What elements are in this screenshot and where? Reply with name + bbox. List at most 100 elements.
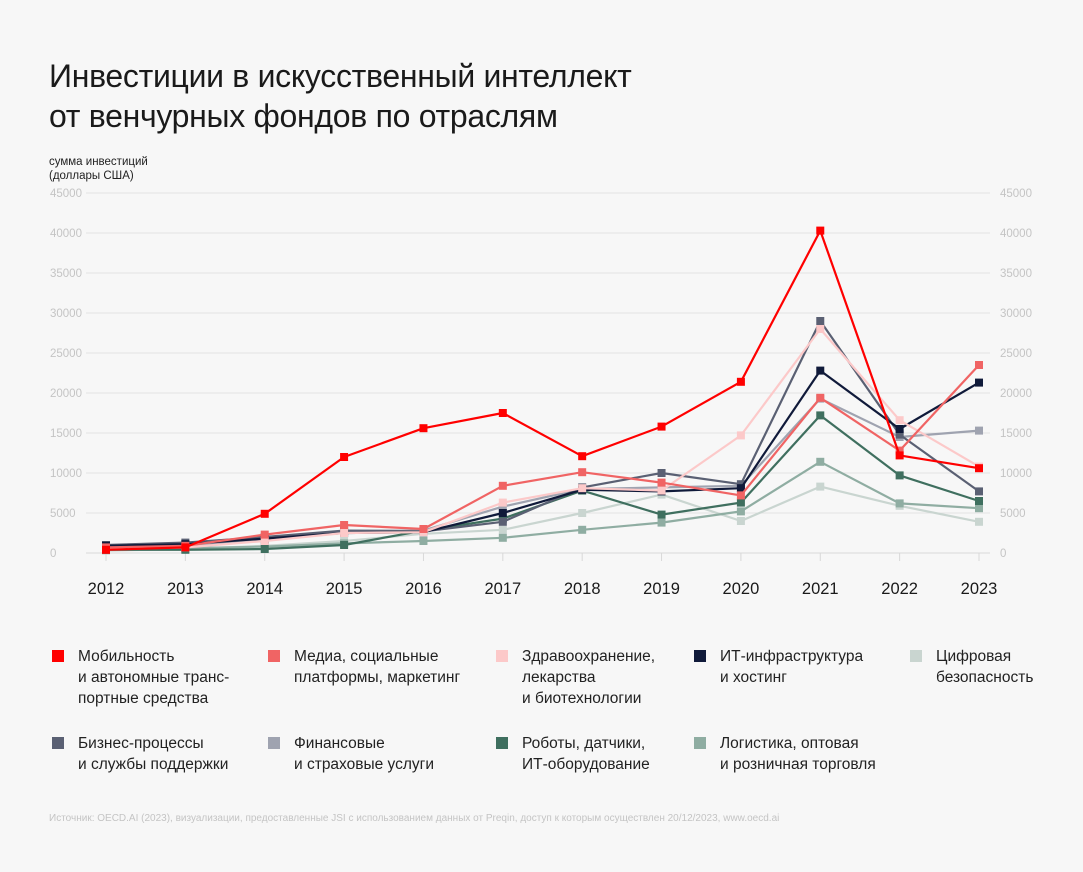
- x-tick-label: 2016: [405, 580, 442, 598]
- legend-swatch: [496, 737, 508, 749]
- y-tick-label-right: 0: [1000, 548, 1006, 560]
- legend-label: Мобильность и автономные транс- портные …: [78, 648, 230, 707]
- y-tick-label-right: 45000: [1000, 188, 1032, 200]
- legend-item: Роботы, датчики, ИТ-оборудование: [496, 733, 650, 775]
- title-line-1: Инвестиции в искусственный интеллект: [49, 58, 632, 94]
- y-tick-label-right: 40000: [1000, 228, 1032, 240]
- data-point: [975, 487, 983, 496]
- data-point: [260, 545, 269, 553]
- data-point: [895, 451, 904, 460]
- data-point: [736, 484, 745, 493]
- y-tick-label-left: 15000: [50, 428, 82, 440]
- data-point: [736, 431, 745, 440]
- y-tick-label-left: 20000: [50, 388, 82, 400]
- x-tick-label: 2012: [88, 580, 125, 598]
- chart-title: Инвестиции в искусственный интеллект от …: [49, 56, 632, 136]
- data-point: [816, 457, 825, 466]
- series-line: [105, 364, 980, 549]
- data-point: [816, 366, 825, 375]
- data-point: [419, 525, 428, 533]
- legend-item: Мобильность и автономные транс- портные …: [52, 646, 229, 709]
- legend-item: Здравоохранение, лекарства и биотехнолог…: [496, 646, 655, 709]
- x-tick-label: 2014: [246, 580, 283, 598]
- data-point: [975, 426, 983, 435]
- legend-item: Медиа, социальные платформы, маркетинг: [268, 646, 460, 688]
- legend-swatch: [496, 650, 508, 662]
- y-tick-label-right: 20000: [1000, 388, 1032, 400]
- data-point: [816, 325, 825, 333]
- legend-label: Логистика, оптовая и розничная торговля: [720, 735, 876, 773]
- legend-item: ИТ-инфраструктура и хостинг: [694, 646, 863, 688]
- x-tick-label: 2013: [167, 580, 204, 598]
- data-point: [736, 491, 745, 500]
- legend-item: Логистика, оптовая и розничная торговля: [694, 733, 876, 775]
- legend-swatch: [910, 650, 922, 662]
- y-axis-label-line-1: сумма инвестиций: [49, 156, 148, 168]
- data-point: [419, 537, 428, 545]
- data-point: [340, 521, 349, 529]
- data-point: [340, 529, 349, 537]
- y-tick-label-left: 40000: [50, 228, 82, 240]
- y-tick-label-left: 0: [50, 548, 56, 560]
- legend-label: Финансовые и страховые услуги: [294, 735, 434, 773]
- data-point: [498, 498, 507, 507]
- title-line-2: от венчурных фондов по отраслям: [49, 98, 558, 134]
- y-tick-label-left: 35000: [50, 268, 82, 280]
- legend-item: Финансовые и страховые услуги: [268, 733, 434, 775]
- data-point: [736, 498, 745, 507]
- data-point: [895, 471, 904, 480]
- legend-label: ИТ-инфраструктура и хостинг: [720, 648, 864, 686]
- x-tick-label: 2017: [484, 580, 521, 598]
- data-point: [260, 537, 269, 545]
- data-point: [578, 525, 587, 534]
- legend-swatch: [268, 737, 280, 749]
- x-tick-label: 2018: [564, 580, 601, 598]
- x-tick-label: 2023: [961, 580, 998, 598]
- data-point: [975, 361, 983, 369]
- data-point: [340, 453, 349, 461]
- data-point: [498, 481, 507, 490]
- y-tick-label-right: 35000: [1000, 268, 1032, 280]
- data-point: [895, 416, 904, 425]
- legend-label: Бизнес-процессы и службы поддержки: [78, 735, 229, 773]
- x-tick-label: 2019: [643, 580, 680, 598]
- data-point: [578, 452, 587, 461]
- data-point: [657, 518, 666, 527]
- data-point: [102, 545, 110, 554]
- series-line: [105, 327, 980, 551]
- legend-label: Здравоохранение, лекарства и биотехнолог…: [522, 648, 656, 707]
- y-tick-label-right: 30000: [1000, 308, 1032, 320]
- line-chart: 0 0 5000 5000 10000 10000 15000 15000 20000 20000…: [50, 188, 1032, 598]
- data-point: [816, 411, 825, 420]
- x-tick-label: 2022: [881, 580, 918, 598]
- data-point: [260, 530, 269, 539]
- series-line: [105, 460, 980, 551]
- data-point: [498, 517, 507, 526]
- data-point: [895, 430, 904, 439]
- data-point: [498, 525, 507, 534]
- data-point: [975, 378, 983, 387]
- data-point: [895, 425, 904, 433]
- data-point: [181, 543, 190, 552]
- y-tick-label-left: 30000: [50, 308, 82, 320]
- legend-label: Цифровая безопасность: [936, 648, 1034, 686]
- data-point: [578, 509, 587, 517]
- legend-swatch: [52, 650, 64, 662]
- data-point: [657, 510, 666, 519]
- data-point: [816, 393, 825, 402]
- data-point: [895, 499, 904, 508]
- data-point: [975, 497, 983, 505]
- data-point: [340, 541, 349, 549]
- data-point: [657, 422, 666, 431]
- y-tick-label-right: 15000: [1000, 428, 1032, 440]
- series-line: [105, 319, 980, 547]
- y-tick-label-left: 25000: [50, 348, 82, 360]
- data-point: [736, 517, 745, 525]
- source-note: Источник: OECD.AI (2023), визуализации, …: [49, 813, 780, 824]
- data-point: [816, 482, 825, 491]
- data-point: [975, 464, 983, 473]
- y-tick-label-right: 10000: [1000, 468, 1032, 480]
- data-point: [816, 317, 825, 325]
- data-point: [975, 517, 983, 526]
- data-point: [657, 478, 666, 487]
